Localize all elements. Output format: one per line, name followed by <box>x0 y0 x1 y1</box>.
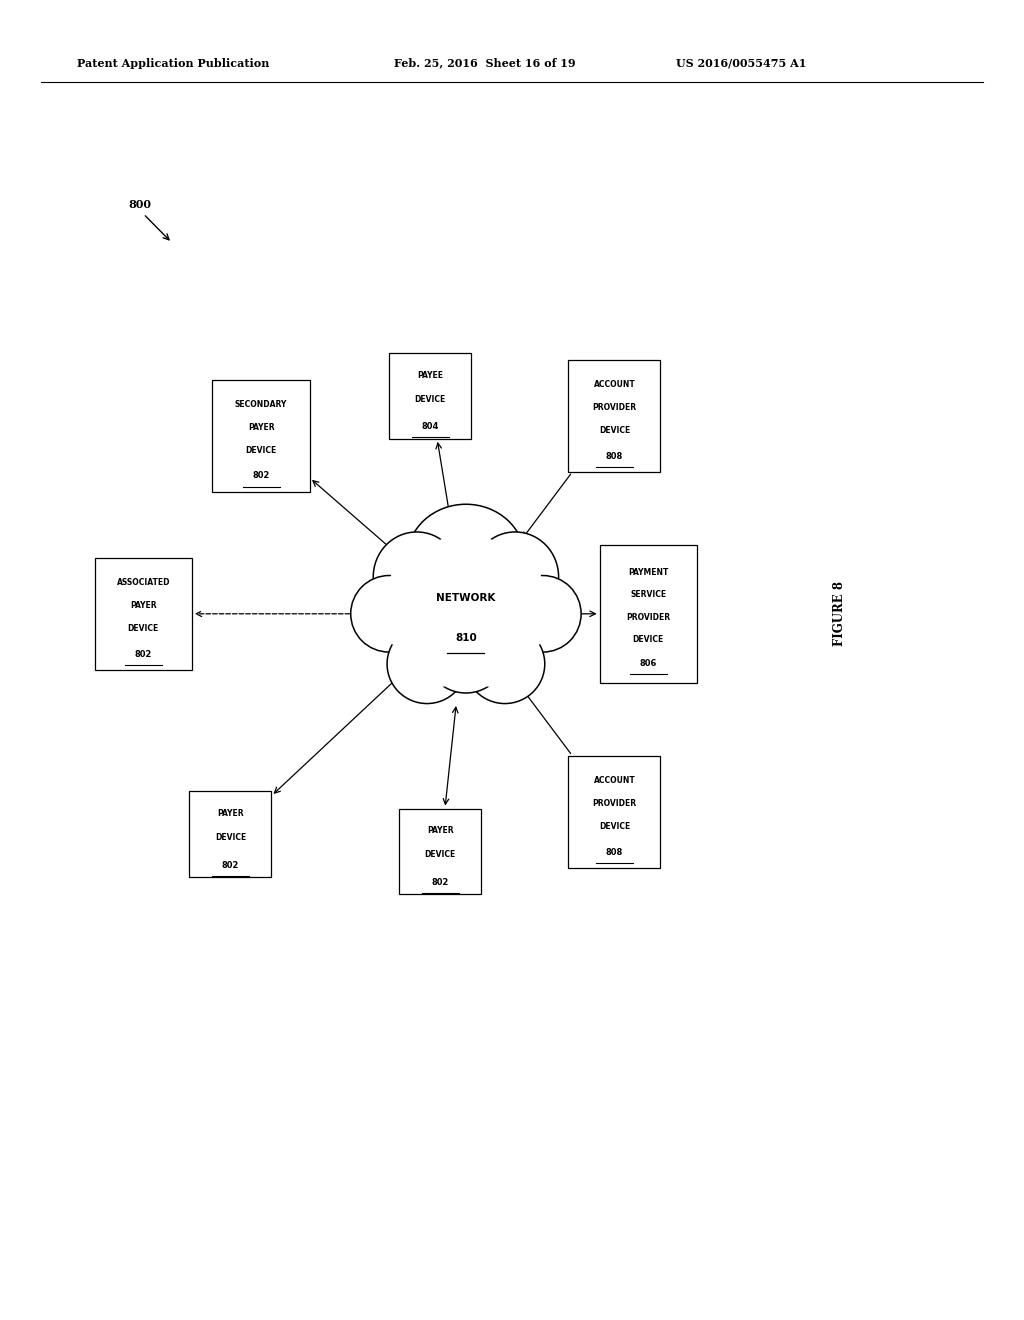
Text: FIGURE 8: FIGURE 8 <box>834 581 846 647</box>
Text: 810: 810 <box>455 632 477 643</box>
Ellipse shape <box>404 557 527 671</box>
Text: SECONDARY: SECONDARY <box>234 400 288 409</box>
Text: PROVIDER: PROVIDER <box>592 403 637 412</box>
Ellipse shape <box>465 624 545 704</box>
FancyBboxPatch shape <box>568 755 660 869</box>
Ellipse shape <box>372 581 438 647</box>
FancyBboxPatch shape <box>399 808 481 895</box>
Text: DEVICE: DEVICE <box>246 446 276 455</box>
Text: PAYEE: PAYEE <box>417 371 443 380</box>
Text: 800: 800 <box>128 199 151 210</box>
Text: DEVICE: DEVICE <box>599 426 630 436</box>
Ellipse shape <box>494 581 561 647</box>
Text: NETWORK: NETWORK <box>436 593 496 603</box>
Ellipse shape <box>387 624 467 704</box>
Text: Feb. 25, 2016  Sheet 16 of 19: Feb. 25, 2016 Sheet 16 of 19 <box>394 58 575 69</box>
Text: 802: 802 <box>432 878 449 887</box>
FancyBboxPatch shape <box>600 544 696 682</box>
Ellipse shape <box>471 532 559 622</box>
Text: 806: 806 <box>640 659 656 668</box>
Text: PAYER: PAYER <box>427 826 454 836</box>
FancyBboxPatch shape <box>95 557 193 671</box>
Text: PROVIDER: PROVIDER <box>592 799 637 808</box>
Text: PAYMENT: PAYMENT <box>628 568 669 577</box>
Ellipse shape <box>469 554 545 634</box>
Text: 802: 802 <box>222 861 239 870</box>
Text: DEVICE: DEVICE <box>599 822 630 832</box>
Text: PAYER: PAYER <box>248 422 274 432</box>
Text: DEVICE: DEVICE <box>215 833 246 842</box>
Ellipse shape <box>387 554 464 634</box>
FancyBboxPatch shape <box>389 354 471 438</box>
FancyBboxPatch shape <box>189 791 271 876</box>
Text: ACCOUNT: ACCOUNT <box>594 776 635 785</box>
Text: DEVICE: DEVICE <box>128 624 159 634</box>
Ellipse shape <box>408 504 525 612</box>
Text: PAYER: PAYER <box>217 809 244 818</box>
Ellipse shape <box>428 597 504 678</box>
Ellipse shape <box>374 532 461 622</box>
Text: PROVIDER: PROVIDER <box>626 612 671 622</box>
Ellipse shape <box>423 601 510 693</box>
FancyBboxPatch shape <box>213 380 309 491</box>
Text: PAYER: PAYER <box>130 601 157 610</box>
FancyBboxPatch shape <box>568 359 660 471</box>
Ellipse shape <box>400 619 470 688</box>
Ellipse shape <box>462 619 531 688</box>
Ellipse shape <box>350 576 428 652</box>
Ellipse shape <box>415 533 517 628</box>
Text: US 2016/0055475 A1: US 2016/0055475 A1 <box>676 58 806 69</box>
Text: SERVICE: SERVICE <box>630 590 667 599</box>
Text: DEVICE: DEVICE <box>425 850 456 859</box>
Text: DEVICE: DEVICE <box>415 395 445 404</box>
Text: Patent Application Publication: Patent Application Publication <box>77 58 269 69</box>
Text: 802: 802 <box>135 649 152 659</box>
Text: 804: 804 <box>422 422 438 432</box>
Text: ACCOUNT: ACCOUNT <box>594 380 635 389</box>
Text: ASSOCIATED: ASSOCIATED <box>117 578 170 587</box>
Text: DEVICE: DEVICE <box>633 635 664 644</box>
Ellipse shape <box>505 576 582 652</box>
Text: 808: 808 <box>606 847 623 857</box>
Text: 802: 802 <box>253 471 269 480</box>
Text: 808: 808 <box>606 451 623 461</box>
